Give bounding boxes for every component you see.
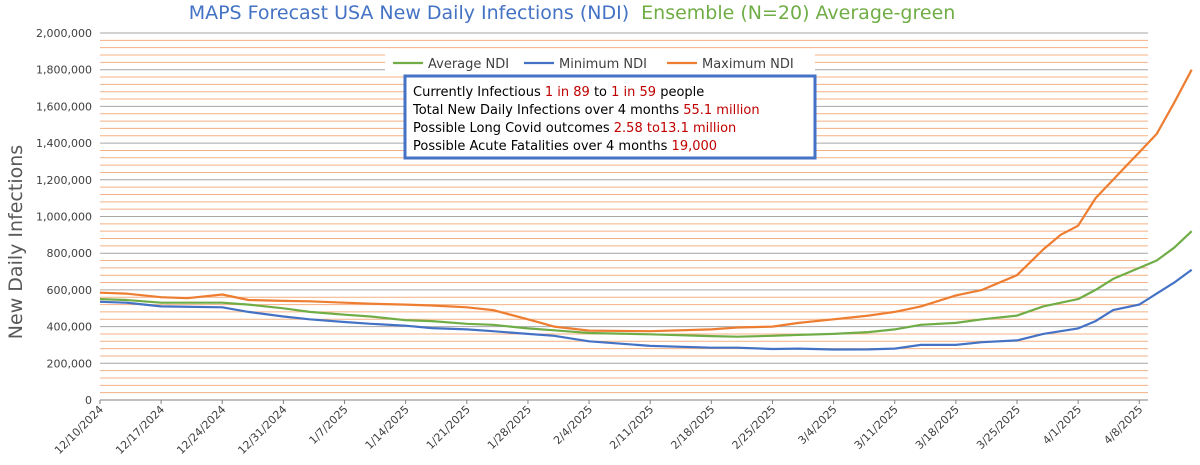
x-tick-label: 2/25/2025 bbox=[730, 403, 779, 452]
x-tick-label: 2/4/2025 bbox=[551, 403, 595, 447]
x-tick-label: 1/21/2025 bbox=[424, 403, 473, 452]
x-tick-label: 3/18/2025 bbox=[913, 403, 962, 452]
y-tick-label: 1,800,000 bbox=[36, 64, 92, 77]
info-box-frame bbox=[403, 74, 817, 160]
x-tick-label: 12/24/2024 bbox=[174, 403, 228, 457]
y-tick-label: 800,000 bbox=[47, 247, 93, 260]
chart-title: MAPS Forecast USA New Daily Infections (… bbox=[189, 2, 956, 24]
x-tick-label: 1/7/2025 bbox=[307, 403, 351, 447]
info-text: to bbox=[590, 85, 611, 100]
x-tick-label: 1/14/2025 bbox=[363, 403, 412, 452]
y-tick-label: 2,000,000 bbox=[36, 27, 92, 40]
chart-title-main: MAPS Forecast USA New Daily Infections (… bbox=[189, 2, 629, 24]
y-tick-label: 400,000 bbox=[47, 321, 93, 334]
y-tick-label: 200,000 bbox=[47, 357, 93, 370]
series-maximum-ndi bbox=[99, 69, 1193, 333]
x-tick-label: 12/10/2024 bbox=[52, 403, 106, 457]
info-line: Possible Acute Fatalities over 4 months … bbox=[413, 139, 717, 154]
info-text: Possible Acute Fatalities over 4 months bbox=[413, 139, 672, 154]
y-tick-label: 1,000,000 bbox=[36, 211, 92, 224]
x-tick-label: 2/11/2025 bbox=[607, 403, 656, 452]
series-minimum-ndi bbox=[99, 268, 1193, 351]
x-tick-label: 12/31/2024 bbox=[235, 403, 289, 457]
grid-lines bbox=[100, 32, 1148, 401]
summary-info-box: Currently Infectious 1 in 89 to 1 in 59 … bbox=[403, 74, 817, 160]
info-text: people bbox=[656, 85, 704, 100]
x-tick-label: 4/1/2025 bbox=[1040, 403, 1084, 447]
series-group bbox=[99, 69, 1193, 351]
y-tick-label: 1,600,000 bbox=[36, 100, 92, 113]
y-tick-label: 0 bbox=[85, 394, 92, 407]
legend-label: Minimum NDI bbox=[559, 57, 647, 72]
info-line: Possible Long Covid outcomes 2.58 to13.1… bbox=[413, 121, 736, 136]
legend-label: Average NDI bbox=[428, 57, 509, 72]
x-tick-label: 3/25/2025 bbox=[974, 403, 1023, 452]
y-tick-label: 1,200,000 bbox=[36, 174, 92, 187]
x-tick-label: 1/28/2025 bbox=[485, 403, 534, 452]
x-tick-label: 3/4/2025 bbox=[796, 403, 840, 447]
info-value: 1 in 59 bbox=[611, 85, 656, 100]
info-line: Total New Daily Infections over 4 months… bbox=[412, 103, 760, 118]
info-value: 1 in 89 bbox=[545, 85, 590, 100]
info-text: Possible Long Covid outcomes bbox=[413, 121, 614, 136]
y-axis-label: New Daily Infections bbox=[5, 145, 27, 339]
x-tick-label: 2/18/2025 bbox=[668, 403, 717, 452]
info-line: Currently Infectious 1 in 89 to 1 in 59 … bbox=[413, 85, 704, 100]
chart-title-ensemble: Ensemble (N=20) Average-green bbox=[641, 2, 955, 24]
info-text: Currently Infectious bbox=[413, 85, 545, 100]
info-value: 2.58 to13.1 million bbox=[614, 121, 737, 136]
x-tick-label: 4/8/2025 bbox=[1101, 403, 1145, 447]
legend-background bbox=[385, 53, 815, 73]
info-value: 55.1 million bbox=[683, 103, 759, 118]
y-tick-label: 600,000 bbox=[47, 284, 93, 297]
info-text: Total New Daily Infections over 4 months bbox=[412, 103, 683, 118]
y-tick-label: 1,400,000 bbox=[36, 137, 92, 150]
x-tick-label: 3/11/2025 bbox=[852, 403, 901, 452]
info-value: 19,000 bbox=[672, 139, 718, 154]
x-tick-label: 12/17/2024 bbox=[113, 403, 167, 457]
series-average-ndi bbox=[99, 230, 1193, 338]
legend: Average NDI Minimum NDI Maximum NDI bbox=[385, 53, 815, 73]
legend-label: Maximum NDI bbox=[702, 57, 794, 72]
